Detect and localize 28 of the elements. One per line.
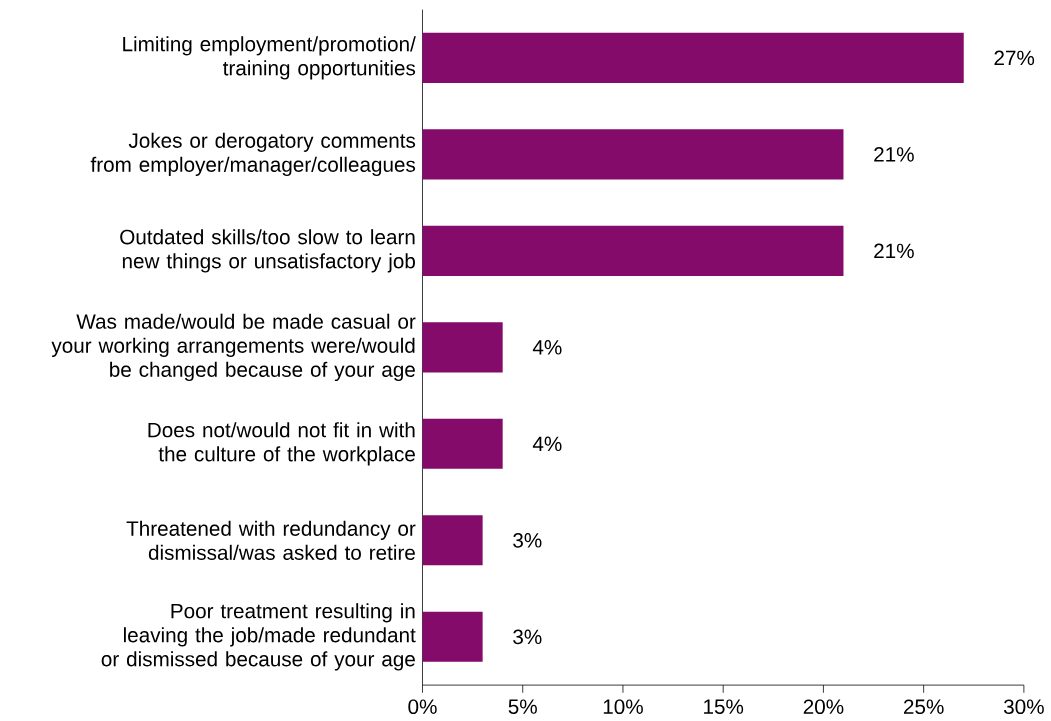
data-label: 21% [874,147,914,162]
data-label: 3% [513,533,542,548]
y-tick-label: Limiting employment/promotion/ training opportunities [123,36,416,80]
bar [422,226,844,277]
x-tick-label: 5% [508,699,537,715]
y-tick-label: Was made/would be made casual or your working arrangements were/would be changed because of your age [51,313,416,382]
y-tick-label: Does not/would not fit in with the culture of the workplace [148,422,415,466]
x-tick-label: 10% [603,699,643,715]
bar [422,418,503,470]
x-tick-label: 15% [704,699,744,715]
y-tick-label: Poor treatment resulting in leaving the job/made redundant or dismissed because of your age [101,603,416,671]
y-tick-label: Jokes or derogatory comments from employer/manager/colleagues [90,132,416,177]
data-label: 21% [874,243,914,259]
bar [422,611,483,663]
bar [422,322,503,373]
x-tick-label: 0% [408,699,437,715]
data-label: 4% [532,436,562,452]
data-label: 4% [532,340,562,355]
x-tick-label: 25% [903,699,944,715]
x-tick-label: 30% [1003,699,1044,715]
bar [422,515,483,566]
y-tick-label: Outdated skills/too slow to learn new things or unsatisfactory job [120,229,415,273]
data-label: 3% [513,629,542,645]
y-tick-label: Threatened with redundancy or dismissal/was asked to retire [126,520,416,561]
bar [422,129,844,180]
bar [422,33,964,84]
data-label: 27% [994,50,1035,66]
x-tick-label: 20% [803,699,844,715]
